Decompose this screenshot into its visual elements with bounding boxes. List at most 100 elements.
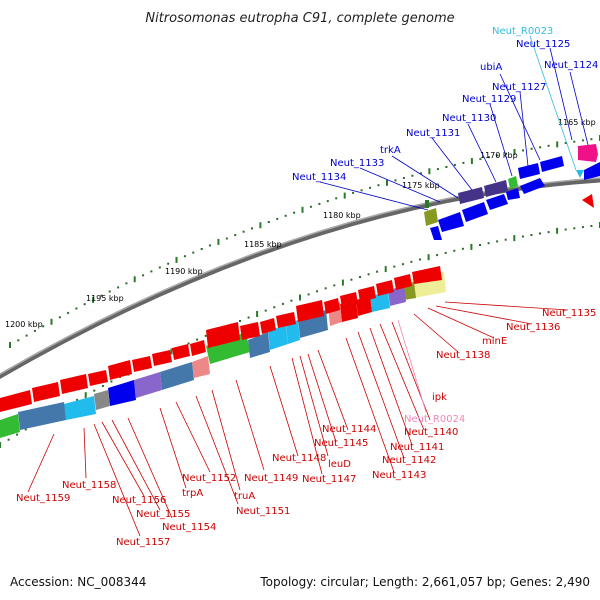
scale-tick-minor — [247, 316, 250, 319]
label-trpa[interactable]: trpA — [182, 488, 203, 499]
label-neut-1142[interactable]: Neut_1142 — [382, 455, 436, 466]
red-gene-15[interactable] — [132, 356, 152, 372]
red-arrow-genes — [0, 266, 442, 412]
label-neut-1133[interactable]: Neut_1133 — [330, 158, 384, 169]
label-trua[interactable]: truA — [234, 491, 255, 502]
label-neut-1138[interactable]: Neut_1138 — [436, 350, 490, 361]
gene-neut-1129[interactable] — [484, 180, 508, 197]
gene-trpa[interactable] — [18, 402, 66, 430]
gene-small-blue[interactable] — [430, 226, 442, 240]
label-neut-1135[interactable]: Neut_1135 — [542, 308, 596, 319]
gene-neut-1134-b[interactable] — [438, 212, 464, 232]
red-gene-19[interactable] — [32, 382, 60, 402]
red-gene-20[interactable] — [0, 390, 32, 412]
red-gene-7[interactable] — [296, 300, 324, 322]
scale-tick-minor — [167, 262, 170, 265]
gene-right-red[interactable] — [582, 194, 594, 208]
gene-neut-1130[interactable] — [458, 187, 484, 204]
gene-neut-1133[interactable] — [486, 194, 508, 210]
gene-neut-1144[interactable] — [268, 326, 288, 350]
label-mine[interactable]: minE — [482, 336, 507, 347]
red-gene-14[interactable] — [152, 350, 172, 366]
label-neut-1155[interactable]: Neut_1155 — [136, 509, 190, 520]
scale-tick-major — [470, 243, 473, 250]
red-gene-16[interactable] — [108, 360, 132, 380]
scale-labels: 1165 kbp 1170 kbp 1175 kbp 1180 kbp 1185… — [5, 118, 596, 329]
label-neut-1148[interactable]: Neut_1148 — [272, 453, 326, 464]
label-neut-r0024[interactable]: Neut_R0024 — [404, 414, 465, 425]
label-neut-1144[interactable]: Neut_1144 — [322, 424, 376, 435]
gene-neut-1124-b[interactable] — [584, 162, 600, 180]
label-neut-1156[interactable]: Neut_1156 — [112, 495, 166, 506]
gene-neut-1148[interactable] — [160, 362, 194, 390]
label-neut-1147[interactable]: Neut_1147 — [302, 474, 356, 485]
scale-tick-minor — [335, 197, 338, 200]
scale-tick-minor — [100, 294, 103, 297]
label-neut-1125[interactable]: Neut_1125 — [516, 39, 570, 50]
scale-tick-minor — [239, 320, 241, 322]
label-neut-1158[interactable]: Neut_1158 — [62, 480, 116, 491]
label-neut-1127[interactable]: Neut_1127 — [492, 82, 546, 93]
red-gene-9[interactable] — [260, 318, 276, 334]
label-neut-1136[interactable]: Neut_1136 — [506, 322, 560, 333]
scale-tick-minor — [75, 307, 78, 310]
red-gene-1[interactable] — [412, 266, 442, 284]
label-neut-1130[interactable]: Neut_1130 — [442, 113, 496, 124]
red-gene-2[interactable] — [394, 274, 412, 290]
gene-ubia[interactable] — [508, 176, 518, 189]
label-neut-1145[interactable]: Neut_1145 — [314, 438, 368, 449]
gene-neut-1147[interactable] — [192, 356, 210, 378]
label-neut-1140[interactable]: Neut_1140 — [404, 427, 458, 438]
gene-neut-1149[interactable] — [134, 372, 162, 398]
red-gene-11[interactable] — [206, 322, 240, 348]
label-neut-1151[interactable]: Neut_1151 — [236, 506, 290, 517]
label-neut-1143[interactable]: Neut_1143 — [372, 470, 426, 481]
red-gene-13[interactable] — [172, 344, 190, 360]
red-gene-8[interactable] — [276, 312, 296, 328]
scale-tick-major — [0, 442, 1, 448]
red-gene-4[interactable] — [358, 286, 376, 302]
red-gene-5[interactable] — [340, 292, 358, 308]
red-gene-12[interactable] — [190, 340, 206, 356]
gene-neut-1152[interactable] — [64, 396, 96, 420]
label-neut-1154[interactable]: Neut_1154 — [162, 522, 216, 533]
gene-olive[interactable] — [424, 208, 438, 226]
scale-tick-minor — [158, 266, 161, 269]
red-gene-3[interactable] — [376, 280, 394, 296]
scale-tick-major — [92, 296, 95, 303]
scale-tick-minor — [436, 254, 439, 257]
red-gene-10[interactable] — [240, 322, 260, 340]
red-gene-6[interactable] — [324, 298, 340, 314]
label-neut-1131[interactable]: Neut_1131 — [406, 128, 460, 139]
label-neut-1124[interactable]: Neut_1124 — [544, 60, 598, 71]
gene-neut-1151[interactable] — [94, 390, 110, 410]
gene-neut-1143[interactable] — [286, 320, 300, 344]
label-neut-1134[interactable]: Neut_1134 — [292, 172, 346, 183]
gene-neut-1131[interactable] — [520, 178, 545, 194]
label-ubia[interactable]: ubiA — [480, 62, 502, 73]
label-neut-1157[interactable]: Neut_1157 — [116, 537, 170, 548]
gene-r0023[interactable] — [576, 170, 584, 178]
scale-tick-minor — [33, 329, 36, 332]
label-neut-1159[interactable]: Neut_1159 — [16, 493, 70, 504]
label-neut-1149[interactable]: Neut_1149 — [244, 473, 298, 484]
scale-tick-minor — [276, 217, 279, 220]
gene-neut-1127[interactable] — [518, 163, 540, 179]
label-neut-1129[interactable]: Neut_1129 — [462, 94, 516, 105]
label-neut-1141[interactable]: Neut_1141 — [390, 442, 444, 453]
gene-neut-1154[interactable] — [0, 414, 20, 438]
red-gene-18[interactable] — [60, 374, 88, 394]
label-leud[interactable]: leuD — [328, 459, 351, 470]
label-trka[interactable]: trkA — [380, 145, 401, 156]
red-gene-17[interactable] — [88, 370, 108, 386]
gene-neut-1134[interactable] — [462, 202, 488, 222]
label-ipk[interactable]: ipk — [432, 392, 447, 403]
gene-neut-1125[interactable] — [540, 156, 564, 172]
label-neut-1152[interactable]: Neut_1152 — [182, 473, 236, 484]
gene-neut-1145[interactable] — [248, 332, 270, 358]
scale-tick-minor — [539, 146, 542, 149]
gene-trka[interactable] — [506, 188, 520, 200]
gene-trua[interactable] — [108, 380, 136, 406]
label-neut-r0023[interactable]: Neut_R0023 — [492, 26, 553, 37]
gene-neut-1124[interactable] — [578, 144, 598, 162]
